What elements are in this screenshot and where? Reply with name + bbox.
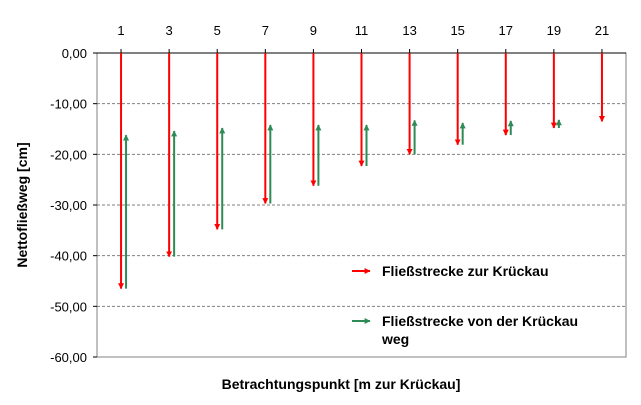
x-tick-label: 13 — [402, 23, 416, 38]
legend-label-weg: Fließstrecke von der Krückau weg — [381, 313, 582, 347]
y-tick-label: -30,00 — [50, 198, 87, 213]
y-tick-label: 0,00 — [62, 46, 87, 61]
x-tick-label: 17 — [499, 23, 513, 38]
x-tick-label: 5 — [214, 23, 221, 38]
x-axis-title: Betrachtungspunkt [m zur Krückau] — [222, 376, 461, 392]
x-tick-label: 15 — [450, 23, 464, 38]
arrow-series — [118, 53, 605, 290]
y-axis-ticks: 0,00 -10,00 -20,00 -30,00 -40,00 -50,00 -60,00 — [50, 46, 97, 365]
legend-label-zur: Fließstrecke zur Krückau — [382, 263, 549, 279]
y-tick-label: -60,00 — [50, 350, 87, 365]
legend-label-weg-line2: weg — [381, 331, 409, 347]
y-tick-label: -10,00 — [50, 97, 87, 112]
x-tick-label: 1 — [117, 23, 124, 38]
y-axis-title: Nettofließweg [cm] — [14, 142, 30, 267]
y-tick-label: -20,00 — [50, 147, 87, 162]
y-tick-label: -40,00 — [50, 249, 87, 264]
x-tick-label: 19 — [547, 23, 561, 38]
grid-lines — [97, 103, 626, 307]
x-tick-label: 21 — [595, 23, 609, 38]
x-axis-ticks: 1 3 5 7 9 11 13 15 17 19 21 — [97, 23, 626, 54]
legend: Fließstrecke zur Krückau Fließstrecke vo… — [352, 263, 582, 347]
x-tick-label: 11 — [355, 23, 369, 38]
x-tick-label: 9 — [310, 23, 317, 38]
legend-label-weg-line1: Fließstrecke von der Krückau — [382, 313, 578, 329]
x-tick-label: 3 — [166, 23, 173, 38]
y-tick-label: -50,00 — [50, 299, 87, 314]
x-tick-label: 7 — [262, 23, 269, 38]
